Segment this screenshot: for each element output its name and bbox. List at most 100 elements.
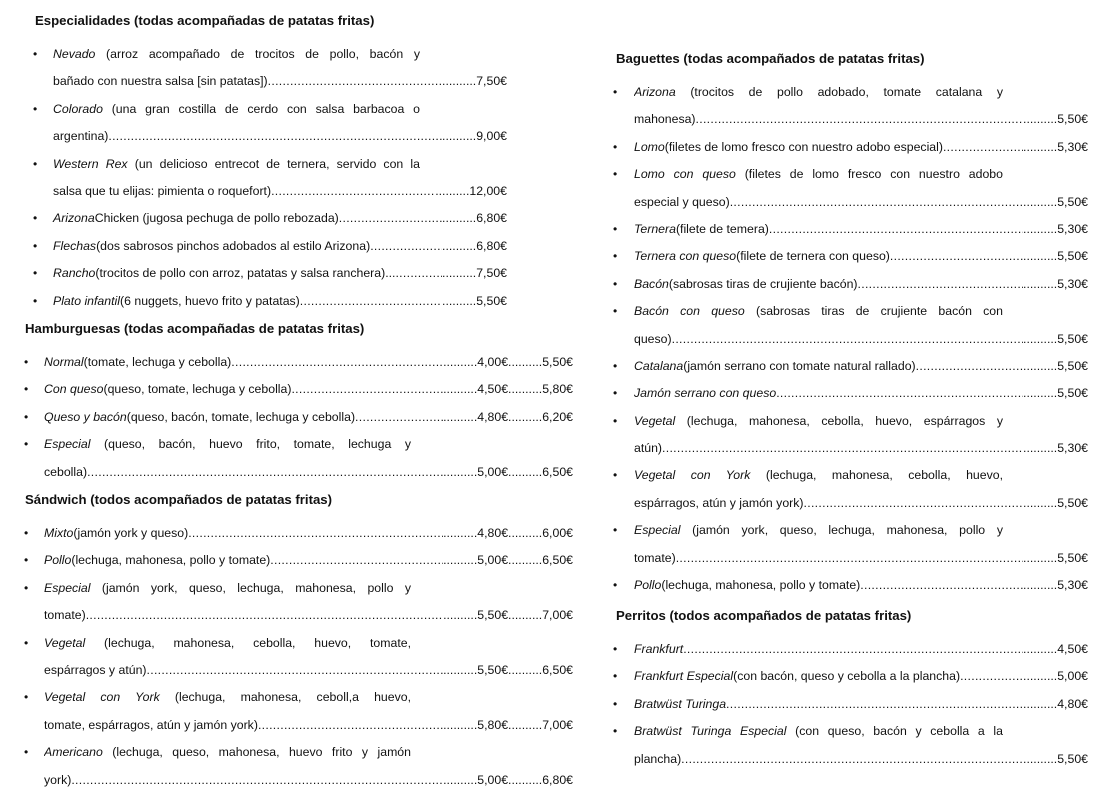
- item-line: Plato infantil (6 nuggets, huevo frito y…: [53, 288, 507, 315]
- item-description: (tomate, lechuga y cebolla): [83, 355, 232, 369]
- bullet-icon: •: [33, 156, 38, 171]
- item-name: Con queso: [44, 382, 104, 397]
- dot-leader: [188, 520, 443, 547]
- item-description-continued: espárragos y atún): [44, 662, 147, 677]
- dot-leader: [270, 547, 443, 574]
- menu-item-text: Vegetal (lechuga, mahonesa, cebolla, hue…: [44, 630, 573, 685]
- menu-item-text: Americano (lechuga, queso, mahonesa, hue…: [44, 739, 573, 794]
- menu-item-text: Ternera (filete de temera) 5,30€: [634, 216, 1088, 243]
- menu-item-text: Frankfurt Especial (con bacón, queso y c…: [634, 663, 1088, 690]
- dot-leader: [943, 134, 1023, 161]
- menu-item: • Lomo con queso (filetes de lomo fresco …: [613, 161, 1088, 216]
- item-line: especial y queso) 5,50€: [634, 189, 1088, 216]
- item-name: Especial: [44, 580, 91, 595]
- price: 4,50€: [443, 376, 508, 403]
- menu-item: • Queso y bacón (queso, bacón, tomate, le…: [24, 404, 573, 431]
- bullet-icon: •: [613, 276, 618, 291]
- menu-item-text: Bacón con queso (sabrosas tiras de cruji…: [634, 298, 1088, 353]
- bullet-icon: •: [613, 642, 618, 656]
- item-line: Pollo (lechuga, mahonesa, pollo y tomate…: [44, 547, 573, 574]
- item-line: Con queso (queso, tomate, lechuga y cebo…: [44, 376, 573, 403]
- bullet-icon: •: [613, 358, 618, 373]
- item-description: (trocitos de pollo adobado, tomate catal…: [675, 85, 1003, 99]
- bullet-icon: •: [24, 553, 29, 568]
- item-line: queso) 5,50€: [634, 326, 1088, 353]
- item-name: Colorado: [53, 101, 103, 116]
- item-line: Bacón (sabrosas tiras de crujiente bacón…: [634, 271, 1088, 298]
- section-heading: Perritos (todos acompañados de patatas f…: [616, 608, 912, 623]
- menu-item: • Nevado (arroz acompañado de trocitos de…: [33, 41, 507, 96]
- item-line: espárragos, atún y jamón york) 5,50€: [634, 490, 1088, 517]
- price: 4,80€: [443, 520, 508, 547]
- menu-item-text: Arizona Chicken (jugosa pechuga de pollo…: [53, 205, 507, 232]
- item-line: Arizona Chicken (jugosa pechuga de pollo…: [53, 205, 507, 232]
- menu-item: • Americano (lechuga, queso, mahonesa, hu…: [24, 739, 573, 794]
- item-description: (jamón york y queso): [73, 526, 189, 540]
- dot-leader: [108, 123, 442, 150]
- menu-item-text: Pollo (lechuga, mahonesa, pollo y tomate…: [44, 547, 573, 574]
- item-name: Nevado: [53, 47, 96, 61]
- bullet-icon: •: [613, 386, 618, 401]
- menu-item: • Lomo (filetes de lomo fresco con nuestr…: [613, 134, 1088, 161]
- price: 5,30€: [1023, 435, 1088, 462]
- dot-leader: [291, 376, 443, 403]
- bullet-icon: •: [613, 696, 618, 711]
- item-description: (lechuga, queso, mahonesa, huevo frito y…: [102, 745, 411, 760]
- section-heading: Hamburguesas (todas acompañadas de patat…: [25, 321, 365, 336]
- menu-item: • Arizona Chicken (jugosa pechuga de poll…: [33, 205, 507, 232]
- item-line: Vegetal (lechuga, mahonesa, cebolla, hue…: [44, 630, 411, 657]
- item-description-continued: atún): [634, 441, 663, 456]
- menu-item: • Normal (tomate, lechuga y cebolla) 4,00€…: [24, 349, 573, 376]
- price: 5,00€: [443, 459, 508, 486]
- item-description-continued: bañado con nuestra salsa [sin patatas]): [53, 74, 268, 89]
- item-description: (queso, bacón, huevo frito, tomate, lech…: [90, 437, 411, 452]
- dot-leader: [339, 205, 442, 232]
- item-description-continued: tomate, espárragos, atún y jamón york): [44, 717, 258, 732]
- item-name: Flechas: [53, 238, 97, 253]
- menu-item: • Mixto (jamón york y queso) 4,80€6,00€: [24, 520, 573, 547]
- price: 5,50€: [508, 349, 573, 376]
- menu-item: • Colorado (una gran costilla de cerdo co…: [33, 96, 507, 151]
- item-line: Pollo (lechuga, mahonesa, pollo y tomate…: [634, 572, 1088, 599]
- menu-item: • Vegetal con York (lechuga, mahonesa, ce…: [613, 462, 1088, 517]
- menu-item: • Especial (jamón york, queso, lechuga, m…: [24, 575, 573, 630]
- menu-item: • Rancho (trocitos de pollo con arroz, pa…: [33, 260, 507, 287]
- item-line: Lomo (filetes de lomo fresco con nuestro…: [634, 134, 1088, 161]
- item-line: Colorado (una gran costilla de cerdo con…: [53, 96, 420, 123]
- price: 5,80€: [508, 376, 573, 403]
- price: 6,00€: [508, 520, 573, 547]
- price: 4,00€: [443, 349, 508, 376]
- dot-leader: [258, 712, 443, 739]
- dot-leader: [147, 657, 444, 684]
- item-description: (lechuga, mahonesa, cebolla, huevo, espá…: [675, 413, 1003, 428]
- item-line: Catalana (jamón serrano con tomate natur…: [634, 353, 1088, 380]
- item-name: Frankfurt Especial: [634, 669, 734, 684]
- bullet-icon: •: [24, 382, 29, 397]
- item-name: Vegetal: [634, 413, 676, 428]
- item-description-continued: cebolla): [44, 464, 88, 479]
- item-name: Ternera: [634, 221, 676, 236]
- price: 6,50€: [508, 547, 573, 574]
- menu-item-text: Normal (tomate, lechuga y cebolla) 4,00€5…: [44, 349, 573, 376]
- item-name: Especial: [634, 523, 681, 538]
- menu-item: • Especial (queso, bacón, huevo frito, to…: [24, 431, 573, 486]
- item-description: (filete de ternera con queso): [736, 249, 890, 264]
- item-name: Pollo: [44, 553, 72, 568]
- item-line: plancha) 5,50€: [634, 746, 1088, 773]
- price: 7,00€: [508, 602, 573, 629]
- item-name: Bacón: [634, 276, 669, 291]
- price: 5,00€: [443, 767, 508, 794]
- dot-leader: [271, 178, 435, 205]
- item-description: (una gran costilla de cerdo con salsa ba…: [102, 101, 420, 116]
- item-name: Mixto: [44, 526, 74, 540]
- item-description-continued: tomate): [44, 608, 86, 623]
- item-line: Especial (queso, bacón, huevo frito, tom…: [44, 431, 411, 458]
- price: 12,00€: [435, 178, 507, 205]
- price: 5,50€: [1023, 106, 1088, 133]
- price: 4,80€: [443, 404, 508, 431]
- bullet-icon: •: [33, 101, 38, 116]
- dot-leader: [681, 746, 1023, 773]
- item-description: (sabrosas tiras de crujiente bacón con: [744, 304, 1003, 319]
- item-line: Americano (lechuga, queso, mahonesa, hue…: [44, 739, 411, 766]
- price: 5,00€: [1023, 663, 1088, 690]
